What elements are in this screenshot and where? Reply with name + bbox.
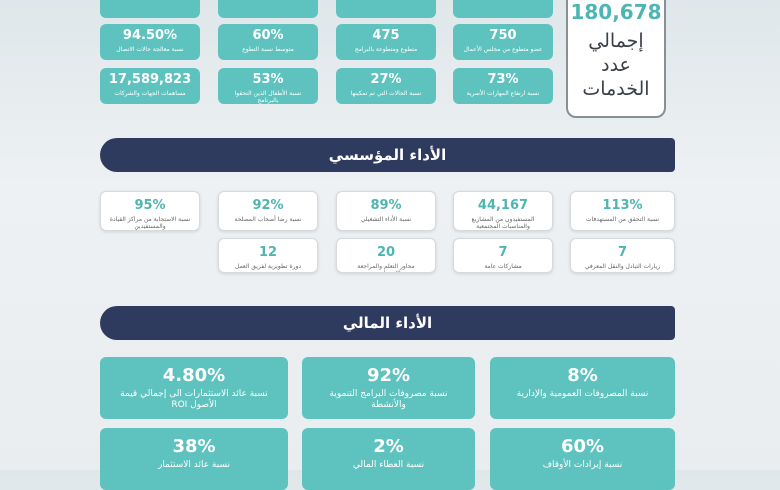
stat-value: 20 — [376, 245, 396, 260]
stat-label: نسبة رضا أصحاب المصلحة — [234, 216, 302, 223]
stat-card: 73% نسبة ارتفاع المهارات الأسرية — [453, 68, 553, 104]
stat-label: زيارات التبادل والنقل المعرفي — [584, 263, 661, 270]
stat-value: 73% — [487, 72, 519, 87]
stat-card: 7 مشاركات عامة — [453, 238, 553, 273]
stat-card: 38% نسبة عائد الاستثمار — [100, 428, 288, 490]
stat-card: 8% نسبة المصروفات العمومية والإدارية — [490, 357, 675, 419]
stat-label: نسبة ارتفاع المهارات الأسرية — [466, 90, 540, 97]
stat-card: 92% نسبة رضا أصحاب المصلحة — [218, 191, 318, 231]
total-value: 180,678 — [570, 0, 662, 24]
stat-label: مساهمات الجهات والشركات — [114, 90, 186, 97]
stat-label: نسبة الأطفال الذين التحقوا بالبرنامج — [234, 90, 302, 104]
stat-value: 8% — [567, 365, 598, 386]
stat-label: نسبة معالجة حالات الاتصال — [116, 46, 184, 53]
section-banner: الأداء المالي — [100, 306, 675, 340]
stat-card: 53% نسبة الأطفال الذين التحقوا بالبرنامج — [218, 68, 318, 104]
stat-card: 60% متوسط نسبة التطوع — [218, 24, 318, 60]
stat-card: 27% نسبة الحالات التي تم تمكينها — [336, 68, 436, 104]
card-partial — [453, 0, 553, 18]
stat-value: 89% — [370, 198, 402, 213]
stat-card: 89% نسبة الأداء التشغيلي — [336, 191, 436, 231]
stat-card: 750 عضو متطوع من مجلس الأعمال — [453, 24, 553, 60]
stat-value: 92% — [252, 198, 284, 213]
stat-card: 92% نسبة مصروفات البرامج التنموية والأنشط… — [302, 357, 475, 419]
total-services: 180,678 إجمالي عدد الخدمات — [566, 0, 666, 118]
stat-label: نسبة إيرادات الأوقاف — [542, 460, 623, 470]
stat-value: 750 — [489, 28, 517, 43]
total-label: إجمالي عدد الخدمات — [582, 30, 650, 100]
stat-value: 7 — [617, 245, 628, 260]
stat-value: 95% — [134, 198, 166, 213]
stat-label: محاور التعلم والمراجعة الاستراتيجية — [357, 263, 415, 272]
stat-label: نسبة التحقق من المستهدفات — [585, 216, 660, 223]
stat-card: 17,589,823 مساهمات الجهات والشركات — [100, 68, 200, 104]
stat-value: 7 — [498, 245, 508, 260]
stat-card: 475 متطوع ومتطوعة بالبرامج — [336, 24, 436, 60]
stat-value: 92% — [366, 365, 411, 386]
stat-label: نسبة الحالات التي تم تمكينها — [350, 90, 422, 97]
stat-label: نسبة مصروفات البرامج التنموية والأنشطة — [329, 389, 448, 410]
stat-label: دورة تطويرية لفريق العمل — [234, 263, 302, 270]
stat-card: 4.80% نسبة عائد الاستثمارات الى إجمالي قي… — [100, 357, 288, 419]
stat-card: 2% نسبة العطاء المالي — [302, 428, 475, 490]
stat-label: المستفيدون من المشاريع والمناسبات المجتم… — [471, 216, 535, 231]
stat-card: 94.50% نسبة معالجة حالات الاتصال — [100, 24, 200, 60]
stat-card: 12 دورة تطويرية لفريق العمل — [218, 238, 318, 273]
stat-value: 60% — [560, 436, 605, 457]
stat-value: 94.50% — [122, 28, 178, 43]
stat-label: عضو متطوع من مجلس الأعمال — [463, 46, 543, 53]
stat-label: نسبة العطاء المالي — [352, 460, 425, 470]
stat-card: 113% نسبة التحقق من المستهدفات — [570, 191, 675, 231]
stat-value: 27% — [370, 72, 402, 87]
stat-value: 4.80% — [162, 365, 226, 386]
stat-label: متطوع ومتطوعة بالبرامج — [354, 46, 418, 53]
stat-card: 20 محاور التعلم والمراجعة الاستراتيجية — [336, 238, 436, 273]
card-partial — [100, 0, 200, 18]
stat-value: 38% — [172, 436, 216, 457]
stat-card: 44,167 المستفيدون من المشاريع والمناسبات … — [453, 191, 553, 231]
stat-label: مشاركات عامة — [484, 263, 522, 270]
stat-label: نسبة عائد الاستثمارات الى إجمالي قيمة ال… — [120, 389, 268, 410]
stat-label: نسبة الأداء التشغيلي — [360, 216, 412, 223]
stat-card: 60% نسبة إيرادات الأوقاف — [490, 428, 675, 490]
card-partial — [218, 0, 318, 18]
stat-label: نسبة الاستجابة من مراكز القيادة والمستفي… — [109, 216, 191, 231]
stat-label: نسبة عائد الاستثمار — [157, 460, 231, 470]
stat-label: نسبة المصروفات العمومية والإدارية — [516, 389, 649, 399]
stat-value: 17,589,823 — [108, 72, 192, 87]
stat-value: 53% — [252, 72, 284, 87]
stat-value: 2% — [373, 436, 404, 457]
stat-value: 60% — [252, 28, 284, 43]
stat-value: 44,167 — [477, 198, 529, 213]
stat-value: 12 — [258, 245, 278, 260]
stat-value: 475 — [372, 28, 400, 43]
stat-value: 113% — [602, 198, 643, 213]
stat-card: 7 زيارات التبادل والنقل المعرفي — [570, 238, 675, 273]
card-partial — [336, 0, 436, 18]
stat-card: 95% نسبة الاستجابة من مراكز القيادة والمس… — [100, 191, 200, 231]
section-banner: الأداء المؤسسي — [100, 138, 675, 172]
stat-label: متوسط نسبة التطوع — [242, 46, 294, 53]
